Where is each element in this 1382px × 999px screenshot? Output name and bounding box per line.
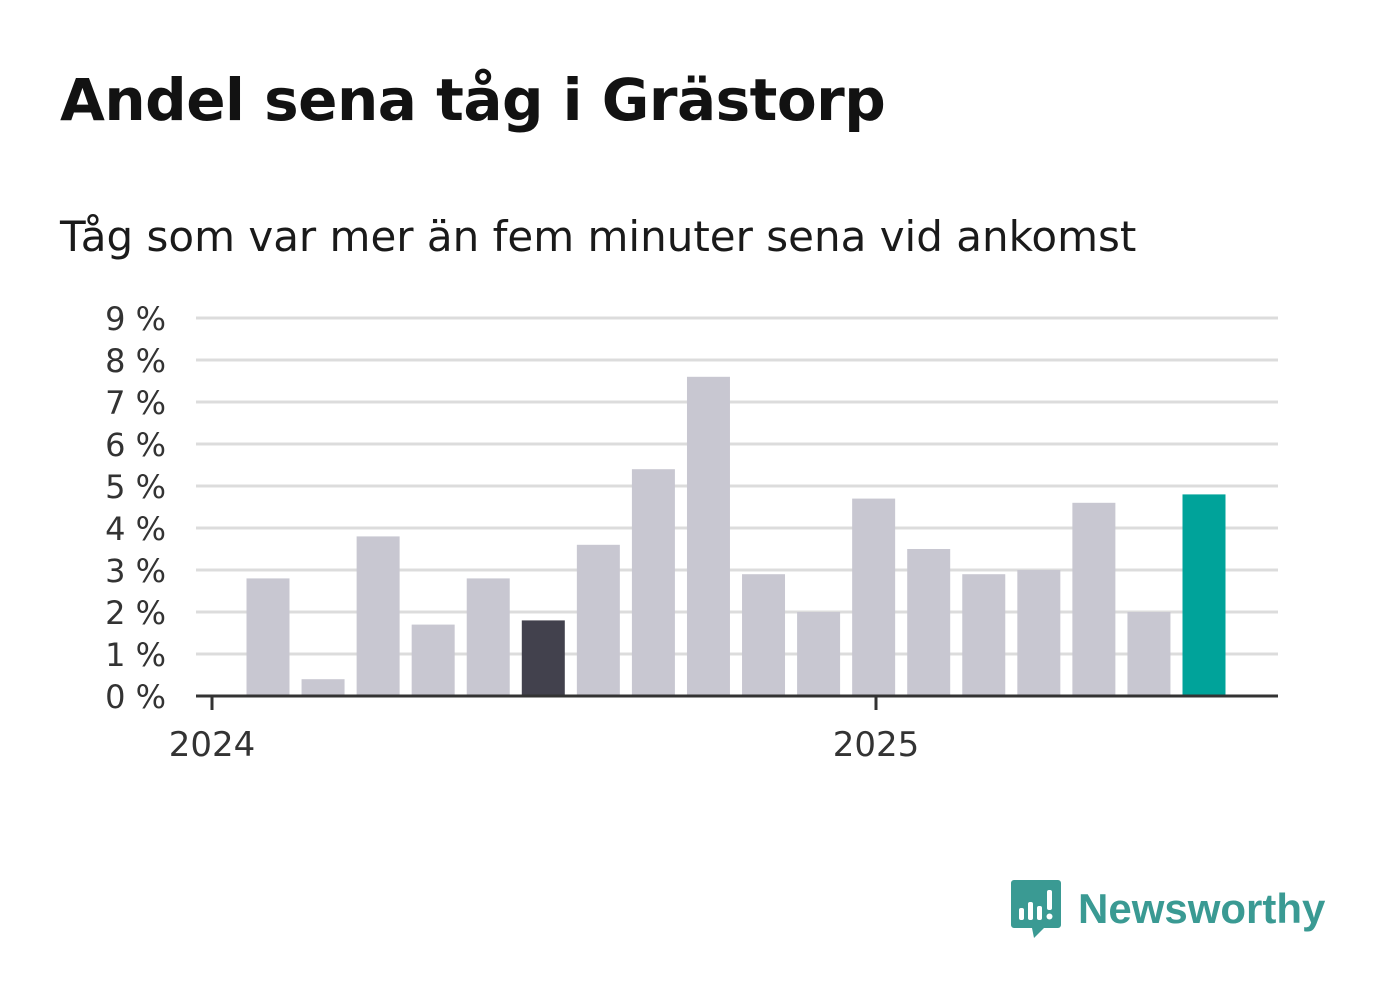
newsworthy-logo-icon: [1011, 880, 1061, 938]
bar: [411, 624, 455, 696]
bar: [1127, 612, 1171, 696]
chart-subtitle: Tåg som var mer än fem minuter sena vid …: [60, 212, 1137, 261]
y-tick-label: 6 %: [105, 426, 166, 464]
bar: [1072, 502, 1116, 696]
y-tick-label: 3 %: [105, 552, 166, 590]
chart-title: Andel sena tåg i Grästorp: [60, 66, 886, 134]
brand-name: Newsworthy: [1078, 885, 1326, 932]
bar: [907, 549, 951, 696]
bar: [301, 679, 345, 696]
bar: [1182, 494, 1226, 696]
bar: [466, 578, 510, 696]
y-tick-label: 7 %: [105, 384, 166, 422]
bar: [576, 544, 620, 696]
x-tick-label: 2025: [833, 725, 920, 765]
y-tick-label: 2 %: [105, 594, 166, 632]
brand: Newsworthy: [1010, 878, 1325, 940]
bar: [521, 620, 565, 696]
bar: [246, 578, 290, 696]
y-tick-label: 0 %: [105, 678, 166, 716]
y-tick-label: 1 %: [105, 636, 166, 674]
bar: [742, 574, 786, 696]
y-tick-label: 8 %: [105, 342, 166, 380]
bar: [852, 498, 896, 696]
x-tick-label: 2024: [169, 725, 256, 765]
y-tick-label: 5 %: [105, 468, 166, 506]
bar: [686, 376, 730, 696]
bar: [962, 574, 1006, 696]
bar: [797, 612, 841, 696]
y-tick-label: 9 %: [105, 300, 166, 338]
bar: [356, 536, 400, 696]
bar: [631, 469, 675, 696]
bar: [1017, 570, 1061, 696]
y-tick-label: 4 %: [105, 510, 166, 548]
